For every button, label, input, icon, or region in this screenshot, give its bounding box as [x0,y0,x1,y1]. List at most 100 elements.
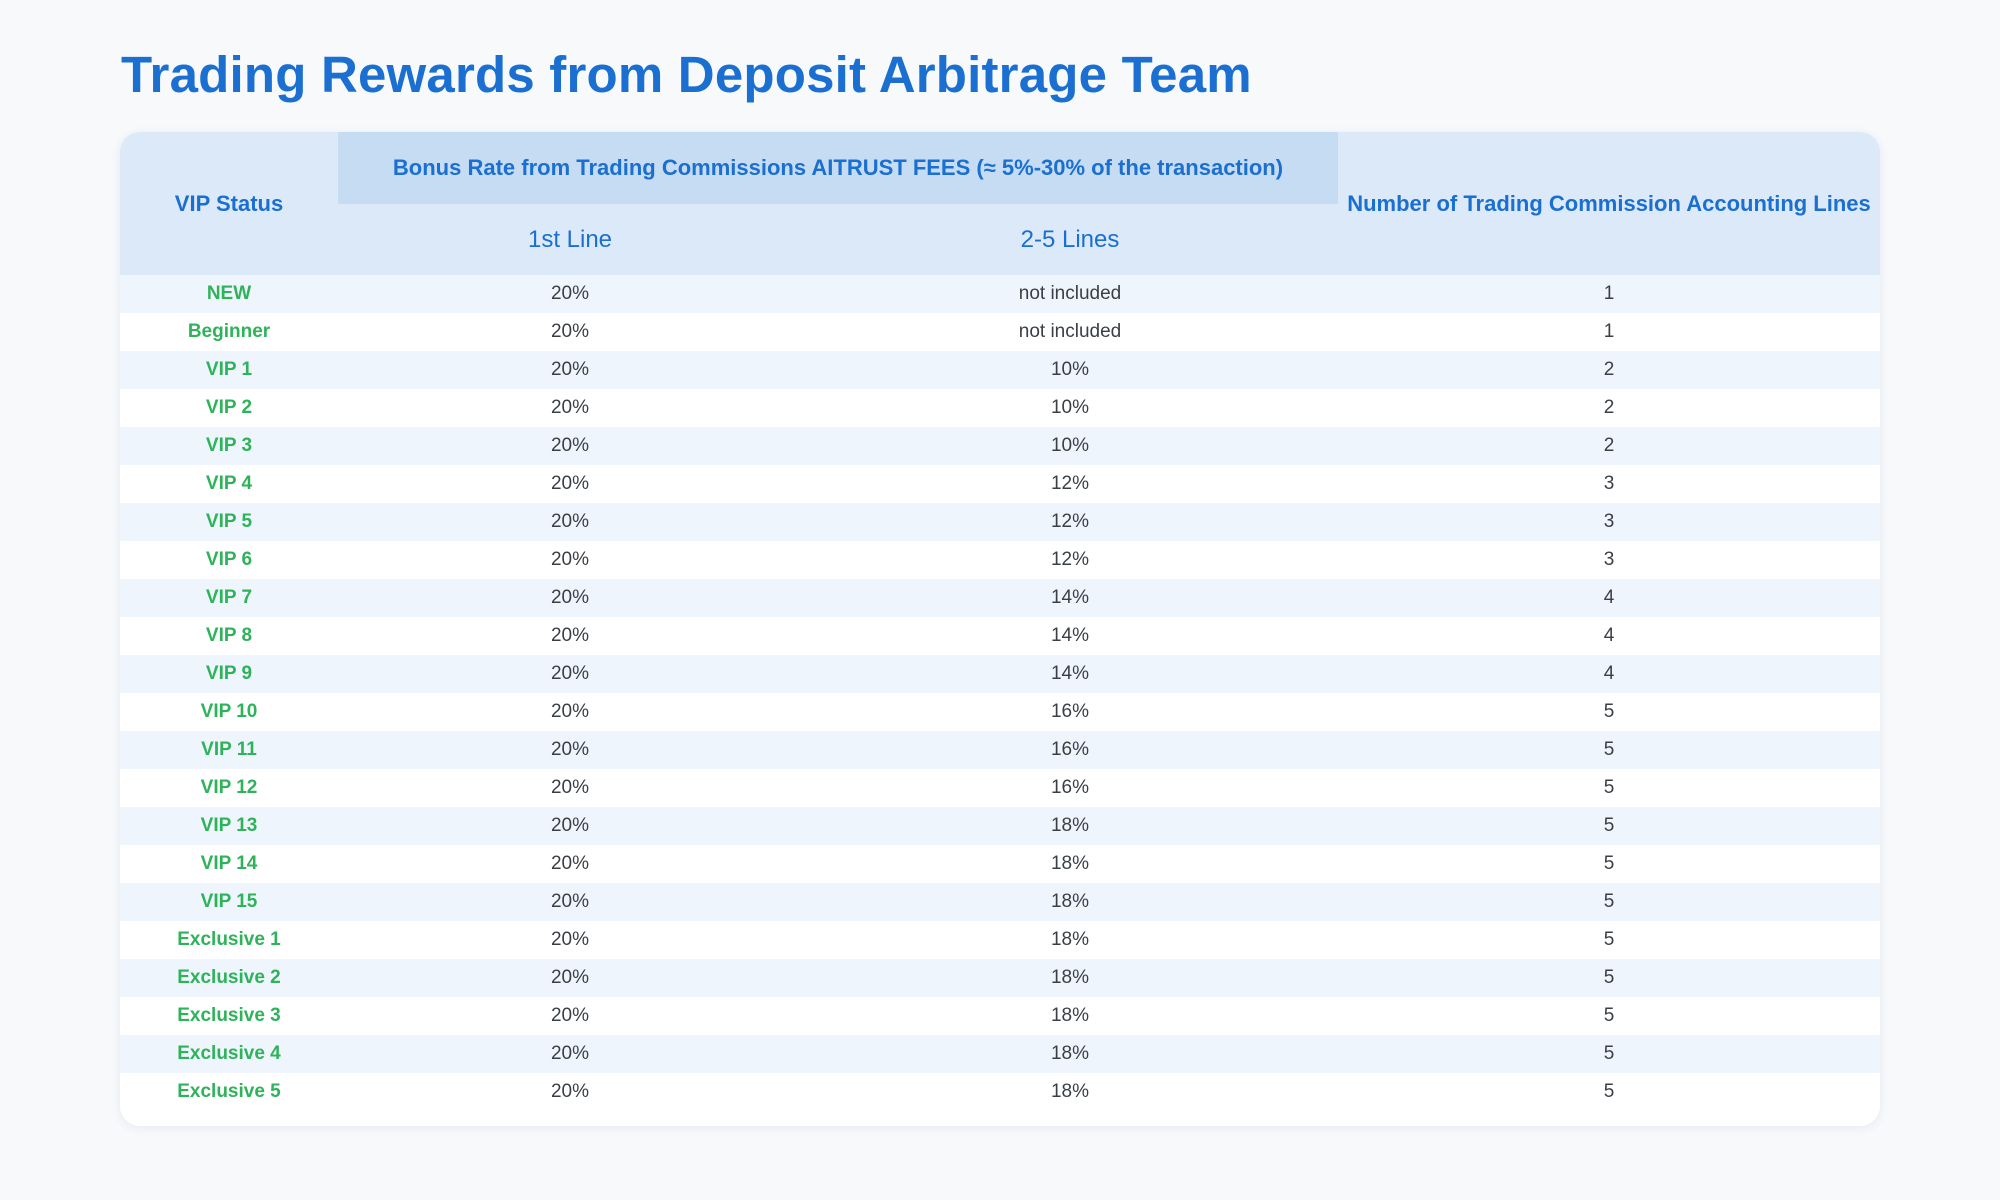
cell-accounting-lines: 5 [1603,967,1615,988]
cell-first-line: 20% [550,1005,590,1026]
table-row: VIP 1 20% 10% 2 [120,351,1880,389]
cell-lines-2-5: 12% [1050,549,1090,570]
table-row: VIP 7 20% 14% 4 [120,579,1880,617]
cell-accounting-lines: 5 [1603,891,1615,912]
cell-first-line: 20% [550,397,590,418]
cell-first-line: 20% [550,739,590,760]
cell-accounting-lines: 1 [1603,321,1615,342]
cell-vip-status: VIP 3 [205,435,253,456]
cell-accounting-lines: 3 [1603,549,1615,570]
cell-vip-status: Exclusive 2 [177,967,281,988]
cell-vip-status: VIP 2 [205,397,253,418]
cell-first-line: 20% [550,625,590,646]
cell-accounting-lines: 5 [1603,739,1615,760]
cell-first-line: 20% [550,359,590,380]
cell-accounting-lines: 5 [1603,853,1615,874]
table-row: VIP 6 20% 12% 3 [120,541,1880,579]
cell-accounting-lines: 4 [1603,625,1615,646]
table-row: VIP 4 20% 12% 3 [120,465,1880,503]
cell-first-line: 20% [550,1043,590,1064]
cell-lines-2-5: 18% [1050,1043,1090,1064]
cell-accounting-lines: 5 [1603,1043,1615,1064]
cell-lines-2-5: 18% [1050,815,1090,836]
table-row: Exclusive 2 20% 18% 5 [120,959,1880,997]
cell-lines-2-5: 14% [1050,663,1090,684]
cell-first-line: 20% [550,1081,590,1102]
cell-accounting-lines: 4 [1603,663,1615,684]
cell-lines-2-5: 14% [1050,587,1090,608]
cell-accounting-lines: 2 [1603,397,1615,418]
cell-first-line: 20% [550,587,590,608]
cell-lines-2-5: 18% [1050,853,1090,874]
table-row: VIP 13 20% 18% 5 [120,807,1880,845]
table-row: Beginner 20% not included 1 [120,313,1880,351]
cell-lines-2-5: 12% [1050,473,1090,494]
table-row: VIP 15 20% 18% 5 [120,883,1880,921]
cell-lines-2-5: 18% [1050,1005,1090,1026]
table-row: Exclusive 5 20% 18% 5 [120,1073,1880,1111]
cell-vip-status: VIP 15 [200,891,258,912]
table-row: VIP 3 20% 10% 2 [120,427,1880,465]
cell-accounting-lines: 5 [1603,929,1615,950]
table-row: VIP 14 20% 18% 5 [120,845,1880,883]
cell-lines-2-5: not included [1018,283,1122,304]
cell-vip-status: NEW [206,283,252,304]
cell-lines-2-5: 10% [1050,397,1090,418]
cell-first-line: 20% [550,435,590,456]
cell-vip-status: Beginner [187,321,271,342]
cell-vip-status: VIP 4 [205,473,253,494]
cell-first-line: 20% [550,815,590,836]
cell-first-line: 20% [550,549,590,570]
cell-vip-status: VIP 5 [205,511,253,532]
table-row: NEW 20% not included 1 [120,275,1880,313]
cell-accounting-lines: 5 [1603,777,1615,798]
cell-vip-status: VIP 7 [205,587,253,608]
cell-lines-2-5: 18% [1050,891,1090,912]
cell-first-line: 20% [550,321,590,342]
cell-lines-2-5: 12% [1050,511,1090,532]
rewards-table: VIP Status Bonus Rate from Trading Commi… [120,132,1880,1126]
cell-accounting-lines: 3 [1603,473,1615,494]
cell-vip-status: VIP 1 [205,359,253,380]
cell-accounting-lines: 2 [1603,435,1615,456]
cell-vip-status: VIP 12 [200,777,258,798]
table-row: Exclusive 3 20% 18% 5 [120,997,1880,1035]
header-accounting-lines: Number of Trading Commission Accounting … [1347,190,1871,216]
cell-lines-2-5: not included [1018,321,1122,342]
cell-vip-status: Exclusive 5 [177,1081,281,1102]
table-row: VIP 8 20% 14% 4 [120,617,1880,655]
cell-first-line: 20% [550,853,590,874]
header-lines-2-5: 2-5 Lines [1020,225,1120,253]
table-body: NEW 20% not included 1 Beginner 20% not includ… [120,275,1880,1111]
cell-vip-status: VIP 13 [200,815,258,836]
cell-accounting-lines: 5 [1603,1005,1615,1026]
cell-accounting-lines: 5 [1603,1081,1615,1102]
cell-first-line: 20% [550,663,590,684]
cell-lines-2-5: 10% [1050,359,1090,380]
cell-first-line: 20% [550,777,590,798]
cell-vip-status: VIP 9 [205,663,253,684]
table-row: VIP 11 20% 16% 5 [120,731,1880,769]
table-header: VIP Status Bonus Rate from Trading Commi… [120,132,1880,275]
cell-first-line: 20% [550,283,590,304]
cell-accounting-lines: 5 [1603,701,1615,722]
cell-accounting-lines: 2 [1603,359,1615,380]
cell-lines-2-5: 18% [1050,929,1090,950]
cell-accounting-lines: 5 [1603,815,1615,836]
cell-lines-2-5: 18% [1050,1081,1090,1102]
cell-accounting-lines: 4 [1603,587,1615,608]
header-vip-status: VIP Status [174,190,284,216]
table-row: Exclusive 4 20% 18% 5 [120,1035,1880,1073]
cell-accounting-lines: 1 [1603,283,1615,304]
cell-lines-2-5: 10% [1050,435,1090,456]
cell-first-line: 20% [550,891,590,912]
cell-lines-2-5: 16% [1050,739,1090,760]
cell-lines-2-5: 14% [1050,625,1090,646]
cell-first-line: 20% [550,511,590,532]
cell-lines-2-5: 18% [1050,967,1090,988]
cell-first-line: 20% [550,929,590,950]
cell-lines-2-5: 16% [1050,701,1090,722]
cell-vip-status: VIP 14 [200,853,258,874]
cell-vip-status: VIP 8 [205,625,253,646]
page-title: Trading Rewards from Deposit Arbitrage T… [121,46,1252,103]
